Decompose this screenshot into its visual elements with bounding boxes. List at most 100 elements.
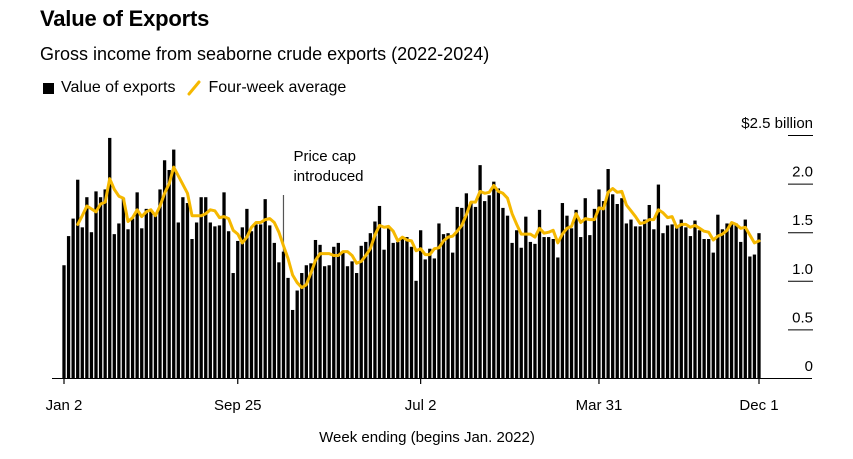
bar-week-101 <box>519 247 523 378</box>
bar-week-66 <box>359 245 363 378</box>
bar-week-116 <box>588 235 592 378</box>
bar-week-3 <box>71 218 75 378</box>
bar-week-125 <box>629 219 633 378</box>
x-tick-label: Mar 31 <box>576 397 623 414</box>
bar-week-98 <box>505 215 510 378</box>
bar-week-16 <box>130 218 135 378</box>
bar-week-61 <box>336 242 340 378</box>
bar-week-94 <box>487 195 491 378</box>
bar-week-134 <box>670 224 674 378</box>
bar-week-131 <box>656 184 661 378</box>
bar-week-97 <box>501 207 505 378</box>
bar-week-43 <box>254 224 258 378</box>
bar-week-54 <box>304 265 308 378</box>
bar-week-53 <box>300 273 304 378</box>
bar-week-72 <box>386 228 391 378</box>
bar-week-47 <box>272 242 276 378</box>
bar-week-10 <box>103 189 107 378</box>
bar-week-102 <box>524 216 528 378</box>
bar-week-68 <box>368 233 372 378</box>
bar-week-81 <box>428 248 432 378</box>
bar-week-50 <box>286 277 290 378</box>
y-tick-label: 1.5 <box>792 212 813 229</box>
bar-week-137 <box>684 227 688 378</box>
bar-week-148 <box>734 223 738 378</box>
bar-week-62 <box>341 252 345 378</box>
bar-week-41 <box>245 208 249 378</box>
bar-week-36 <box>222 192 226 378</box>
bar-week-24 <box>167 169 171 378</box>
bar-week-39 <box>236 240 240 378</box>
bar-week-8 <box>94 191 98 378</box>
y-tick-label: 0 <box>805 358 813 375</box>
bar-week-7 <box>89 232 94 378</box>
bar-week-37 <box>226 231 231 378</box>
bar-week-112 <box>569 228 574 378</box>
annotation-introduced: introduced <box>293 168 363 185</box>
bar-week-99 <box>510 242 514 378</box>
annotation-price-cap: Price cap <box>293 148 356 165</box>
bar-week-135 <box>675 227 679 378</box>
bar-week-91 <box>473 206 478 378</box>
bar-week-106 <box>542 237 546 378</box>
bar-week-80 <box>423 259 427 378</box>
bar-week-70 <box>377 205 382 378</box>
bar-week-15 <box>126 229 130 378</box>
x-axis-title: Week ending (begins Jan. 2022) <box>319 429 535 446</box>
bar-week-144 <box>716 214 720 378</box>
bar-week-18 <box>140 228 144 378</box>
bar-week-87 <box>455 206 459 378</box>
bar-week-28 <box>185 203 190 378</box>
bar-week-22 <box>158 189 162 378</box>
bar-week-19 <box>144 208 148 378</box>
bar-week-34 <box>213 226 217 378</box>
bar-week-67 <box>364 241 368 378</box>
y-tick-label: 1.0 <box>792 261 813 278</box>
bar-week-122 <box>615 204 619 378</box>
bar-week-74 <box>396 241 400 378</box>
bar-week-57 <box>318 244 322 378</box>
bar-week-124 <box>624 223 629 378</box>
legend-label-four-week-average: Four-week average <box>208 79 347 96</box>
x-tick-label: Sep 25 <box>214 397 262 414</box>
bar-week-130 <box>652 229 656 378</box>
legend-bar-swatch-icon <box>43 82 54 94</box>
bar-week-40 <box>240 227 244 378</box>
bar-week-29 <box>190 239 194 378</box>
bar-week-69 <box>373 221 377 378</box>
bar-week-82 <box>432 258 437 378</box>
bar-week-60 <box>332 246 336 378</box>
bar-week-151 <box>748 256 752 378</box>
bar-week-105 <box>537 209 542 378</box>
legend: Value of exports Four-week average <box>43 79 346 97</box>
bar-week-38 <box>231 273 235 378</box>
bar-week-88 <box>460 207 464 378</box>
y-tick-label: $2.5 billion <box>741 115 813 132</box>
bar-week-127 <box>638 226 642 378</box>
bar-week-64 <box>350 261 354 378</box>
bar-week-103 <box>528 241 533 378</box>
bar-week-133 <box>665 225 670 378</box>
bar-week-42 <box>249 231 254 378</box>
bar-week-21 <box>153 215 158 378</box>
bar-week-147 <box>729 223 734 378</box>
bar-week-31 <box>199 197 203 378</box>
bar-week-109 <box>556 257 560 378</box>
bar-week-119 <box>601 201 606 378</box>
bar-week-120 <box>606 169 610 378</box>
bar-week-142 <box>707 239 711 378</box>
bar-week-152 <box>752 254 757 378</box>
bar-week-139 <box>693 220 697 378</box>
bar-week-92 <box>478 165 482 378</box>
bar-week-150 <box>743 219 747 378</box>
bar-week-84 <box>441 234 446 378</box>
bar-week-110 <box>560 203 565 378</box>
bar-week-44 <box>258 224 263 378</box>
bar-week-51 <box>290 309 295 378</box>
bar-week-25 <box>172 149 176 378</box>
bar-week-75 <box>400 237 405 378</box>
bar-week-20 <box>149 209 153 378</box>
bar-week-13 <box>117 223 121 378</box>
bar-week-129 <box>647 204 651 378</box>
